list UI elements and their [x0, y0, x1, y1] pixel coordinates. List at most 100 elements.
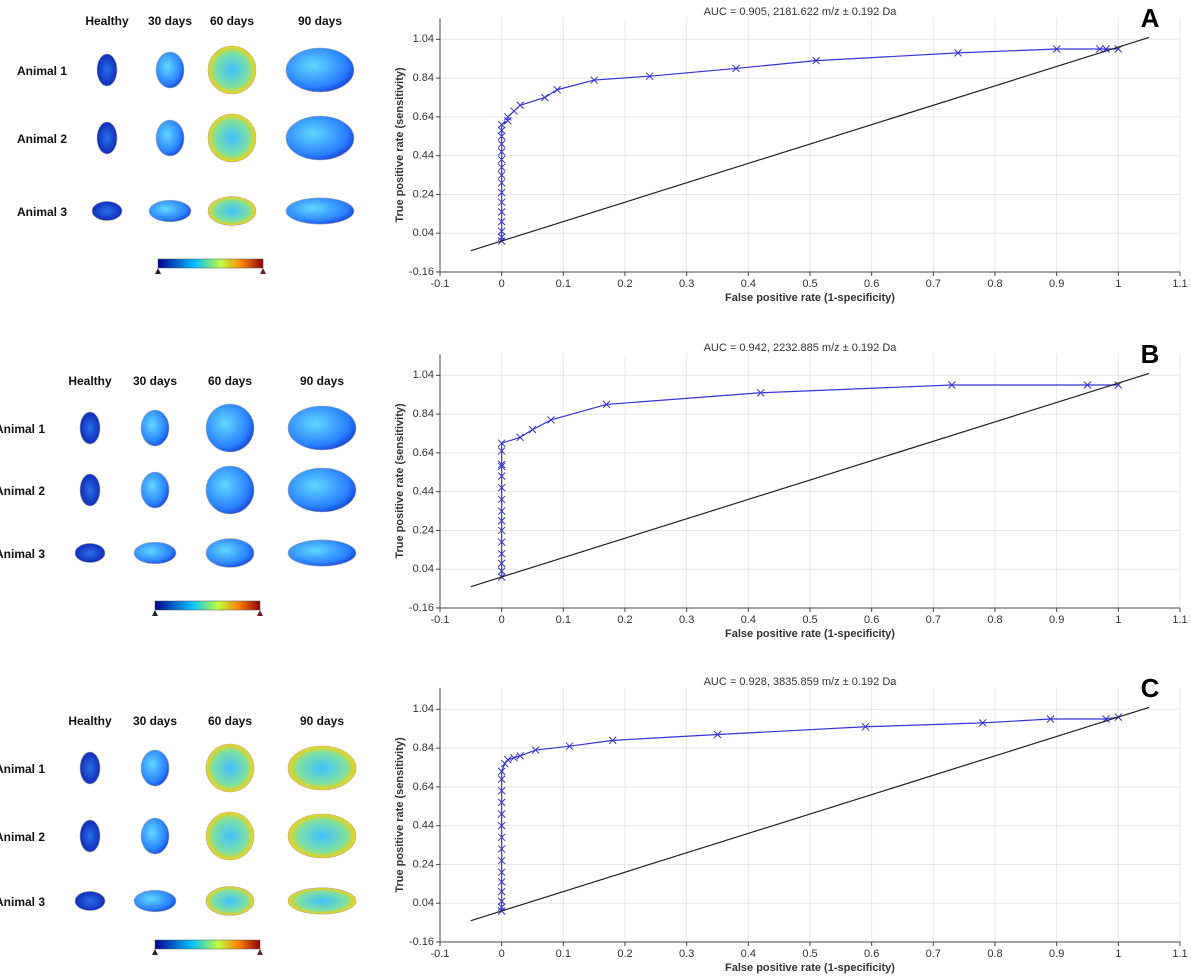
point-marker	[497, 559, 506, 568]
point-marker	[497, 483, 506, 492]
point-marker	[553, 85, 562, 94]
x-tick-label: 0.9	[1049, 614, 1064, 626]
point-marker	[497, 171, 506, 179]
tissue-image	[74, 891, 106, 911]
colorbar	[157, 258, 264, 269]
x-tick-label: 0.2	[617, 614, 632, 626]
chart-title: AUC = 0.942, 2232.885 m/z ± 0.192 Da	[704, 342, 898, 354]
tissue-image	[285, 197, 355, 225]
tissue-image	[285, 115, 355, 161]
point-marker	[590, 76, 599, 84]
point-marker	[1095, 45, 1104, 53]
x-tick-label: 0.7	[926, 948, 941, 960]
y-tick-label: 0.84	[413, 742, 434, 754]
point-marker	[497, 897, 506, 906]
point-marker	[497, 495, 506, 504]
tissue-image	[140, 471, 170, 509]
y-tick-label: 0.64	[413, 447, 434, 459]
point-marker	[497, 798, 506, 807]
panel-label: A	[1141, 3, 1160, 33]
tissue-image	[140, 409, 170, 447]
x-tick-label: 1.1	[1172, 614, 1187, 626]
tissue-image	[155, 51, 185, 89]
chart-title: AUC = 0.905, 2181.622 m/z ± 0.192 Da	[704, 6, 898, 18]
point-marker	[497, 208, 506, 216]
y-tick-label: 0.44	[413, 486, 434, 498]
row-label: Animal 1	[0, 762, 45, 776]
tissue-image	[79, 751, 101, 785]
point-marker	[645, 72, 654, 81]
x-tick-label: 0.9	[1049, 278, 1064, 290]
tissue-image	[205, 403, 255, 453]
column-label: 60 days	[208, 714, 252, 728]
point-marker	[497, 567, 506, 576]
image-panel: Healthy 30 days 60 days 90 days Animal 1 Anim…	[0, 374, 357, 616]
point-marker	[497, 155, 506, 164]
column-label: 60 days	[208, 374, 252, 388]
colorbar-handle	[260, 268, 266, 274]
tissue-image	[287, 887, 357, 915]
y-tick-label: 0.04	[413, 897, 434, 909]
tissue-image	[79, 819, 101, 853]
tissue-image	[287, 467, 357, 513]
point-marker	[713, 730, 722, 739]
x-tick-label: 0.5	[802, 948, 817, 960]
tissue-image	[155, 119, 185, 157]
roc-line	[470, 706, 1150, 922]
point-marker	[861, 722, 870, 731]
point-marker	[497, 120, 506, 129]
x-tick-label: 0.1	[556, 614, 571, 626]
point-marker	[497, 217, 506, 226]
tissue-image	[287, 539, 357, 567]
x-tick-label: 0.3	[679, 948, 694, 960]
tissue-image	[205, 743, 255, 793]
point-marker	[531, 746, 540, 754]
image-panel: Healthy 30 days 60 days 90 days Animal 1 Anim…	[17, 14, 355, 274]
x-axis-label: False positive rate (1-specificity)	[725, 962, 895, 974]
colorbar	[154, 600, 261, 611]
x-tick-label: 0.9	[1049, 948, 1064, 960]
tissue-image	[74, 543, 106, 563]
y-tick-label: 0.24	[413, 188, 434, 200]
roc-line	[470, 372, 1150, 588]
x-tick-label: 0.4	[741, 614, 756, 626]
point-marker	[812, 56, 821, 65]
point-marker	[756, 388, 765, 397]
x-tick-label: 0.8	[987, 278, 1002, 290]
column-label: 30 days	[148, 14, 192, 28]
point-marker	[565, 742, 574, 751]
tissue-image	[207, 45, 257, 95]
tissue-image	[96, 53, 118, 87]
x-tick-label: 0.4	[741, 278, 756, 290]
point-marker	[497, 856, 506, 865]
point-marker	[497, 786, 506, 795]
x-tick-label: 0.1	[556, 948, 571, 960]
colorbar-handle	[257, 610, 263, 616]
tissue-image	[79, 473, 101, 507]
y-tick-label: -0.16	[409, 602, 434, 614]
tissue-image	[140, 817, 170, 855]
point-marker	[503, 755, 512, 764]
x-tick-label: -0.1	[431, 278, 450, 290]
point-marker	[978, 719, 987, 727]
y-tick-label: 0.84	[413, 72, 434, 84]
point-marker	[497, 227, 506, 236]
chart: AUC = 0.942, 2232.885 m/z ± 0.192 Da B -0.…	[394, 339, 1188, 640]
point-marker	[497, 447, 506, 455]
x-tick-label: 0.3	[679, 614, 694, 626]
y-tick-label: 0.04	[413, 563, 434, 575]
colorbar	[154, 939, 261, 950]
point-marker	[510, 753, 518, 762]
tissue-image	[205, 538, 255, 568]
row-label: Animal 2	[0, 484, 45, 498]
tissue-image	[205, 811, 255, 861]
point-marker	[547, 416, 555, 424]
y-tick-label: -0.16	[409, 266, 434, 278]
point-marker	[732, 64, 740, 73]
y-tick-label: 0.44	[413, 820, 434, 832]
point-marker	[497, 188, 506, 197]
point-marker	[497, 868, 506, 877]
point-marker	[497, 132, 506, 141]
x-tick-label: 0.8	[987, 948, 1002, 960]
